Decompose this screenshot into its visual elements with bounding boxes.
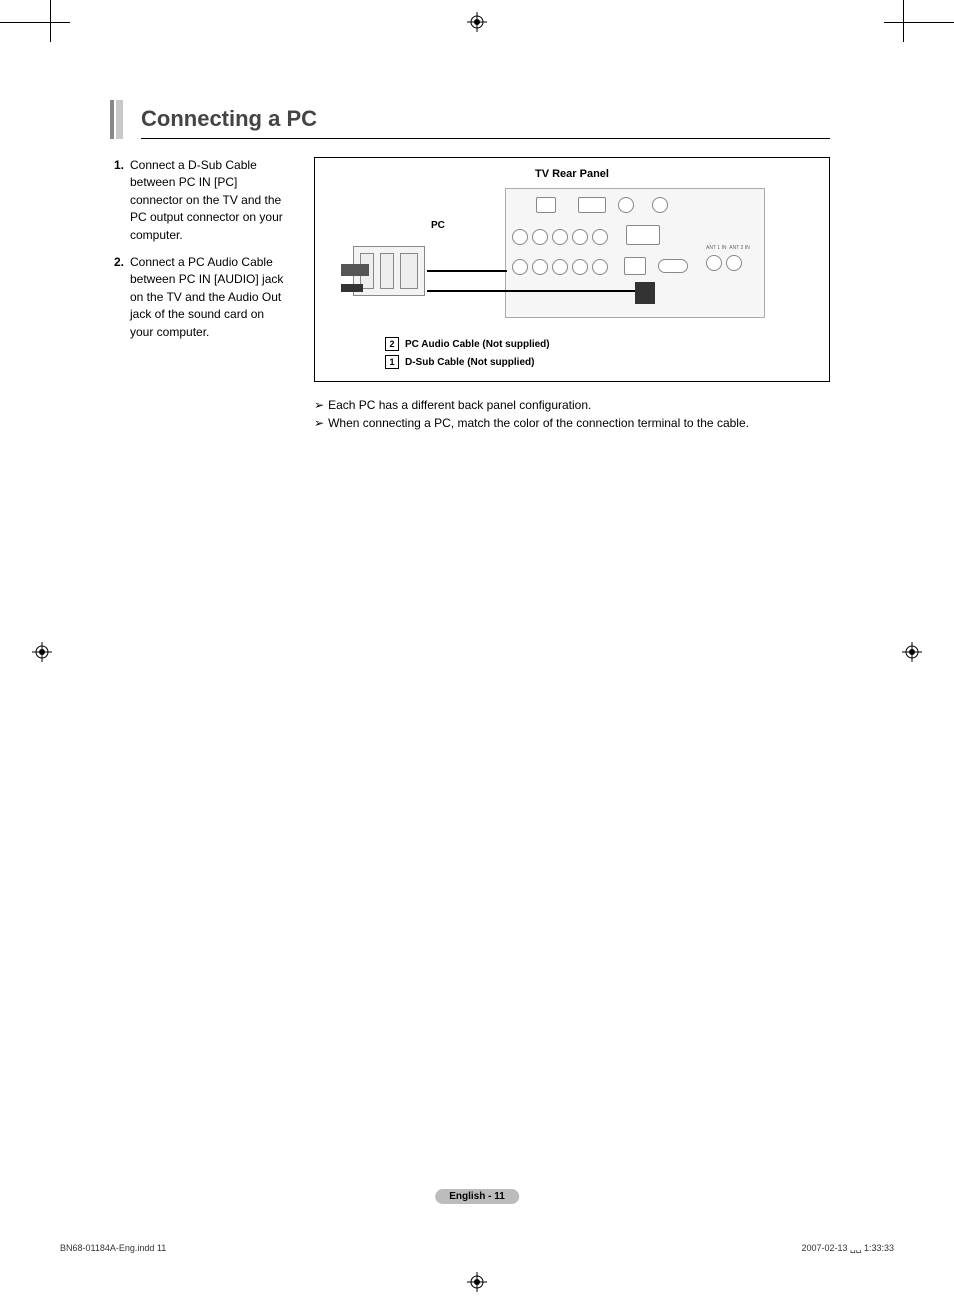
heading-accent-bar	[110, 100, 114, 139]
registration-mark-icon	[467, 12, 487, 32]
component-port-icon	[532, 259, 548, 275]
hdmi-port-icon	[626, 225, 660, 245]
port-row	[512, 229, 608, 245]
cable-legend-row: 2 PC Audio Cable (Not supplied)	[385, 337, 550, 351]
registration-mark-icon	[467, 1272, 487, 1292]
port-row	[618, 197, 634, 213]
component-port-icon	[592, 259, 608, 275]
component-port-icon	[572, 259, 588, 275]
port-row	[652, 197, 668, 213]
av-port-icon	[532, 229, 548, 245]
section-heading: Connecting a PC	[110, 100, 830, 139]
component-port-icon	[552, 259, 568, 275]
vga-connector-icon	[341, 264, 369, 276]
pc-port-group	[400, 253, 418, 289]
cable-legend-row: 1 D-Sub Cable (Not supplied)	[385, 355, 550, 369]
print-footer: BN68-01184A-Eng.indd 11 2007-02-13 ␣␣ 1:…	[60, 1243, 894, 1254]
crop-mark	[50, 0, 51, 42]
heading-title: Connecting a PC	[141, 100, 830, 139]
connection-diagram: TV Rear Panel PC	[314, 157, 830, 382]
note-arrow-icon: ➢	[314, 414, 324, 432]
cable-label: PC Audio Cable (Not supplied)	[405, 339, 550, 350]
step-text: Connect a D-Sub Cable between PC IN [PC]…	[130, 157, 290, 244]
port-label: ANT 1 IN ANT 2 IN	[706, 245, 750, 251]
vga-connector-icon	[635, 282, 655, 304]
page-content: Connecting a PC 1. Connect a D-Sub Cable…	[110, 100, 830, 432]
note-text: Each PC has a different back panel confi…	[328, 396, 591, 414]
port-row	[624, 257, 646, 275]
diagram-title: TV Rear Panel	[315, 168, 829, 180]
ant-port-icon	[706, 255, 722, 271]
cable-legend: 2 PC Audio Cable (Not supplied) 1 D-Sub …	[385, 333, 550, 369]
registration-mark-icon	[902, 642, 922, 662]
cable-line	[427, 270, 507, 272]
ant-port-icon	[726, 255, 742, 271]
port-row	[578, 197, 606, 213]
component-port-icon	[512, 259, 528, 275]
port-row	[706, 255, 742, 271]
footer-filename: BN68-01184A-Eng.indd 11	[60, 1243, 166, 1254]
steps-column: 1. Connect a D-Sub Cable between PC IN […	[110, 157, 290, 432]
step-item: 2. Connect a PC Audio Cable between PC I…	[110, 254, 290, 341]
note-arrow-icon: ➢	[314, 396, 324, 414]
av-port-icon	[552, 229, 568, 245]
step-number: 1.	[110, 157, 130, 244]
cable-number-badge: 2	[385, 337, 399, 351]
cable-line	[427, 290, 637, 292]
headphone-port-icon	[652, 197, 668, 213]
step-item: 1. Connect a D-Sub Cable between PC IN […	[110, 157, 290, 244]
registration-mark-icon	[32, 642, 52, 662]
av-port-icon	[512, 229, 528, 245]
step-text: Connect a PC Audio Cable between PC IN […	[130, 254, 290, 341]
note-text: When connecting a PC, match the color of…	[328, 414, 749, 432]
port-row	[512, 259, 608, 275]
service-port-icon	[578, 197, 606, 213]
crop-mark	[0, 22, 70, 23]
pc-audio-port-icon	[658, 259, 688, 273]
digital-audio-port-icon	[536, 197, 556, 213]
diagram-column: TV Rear Panel PC	[314, 157, 830, 432]
pc-port-group	[380, 253, 394, 289]
note-item: ➢ Each PC has a different back panel con…	[314, 396, 830, 414]
audio-connector-icon	[341, 284, 363, 292]
page-number-badge: English - 11	[435, 1189, 519, 1204]
crop-mark	[884, 22, 954, 23]
port-row	[658, 259, 688, 273]
cable-label: D-Sub Cable (Not supplied)	[405, 357, 534, 368]
content-row: 1. Connect a D-Sub Cable between PC IN […	[110, 157, 830, 432]
crop-mark	[903, 0, 904, 42]
av-port-icon	[592, 229, 608, 245]
note-item: ➢ When connecting a PC, match the color …	[314, 414, 830, 432]
pc-label: PC	[431, 220, 445, 231]
footer-timestamp: 2007-02-13 ␣␣ 1:33:33	[802, 1243, 895, 1254]
notes-block: ➢ Each PC has a different back panel con…	[314, 396, 830, 432]
pc-in-port-icon	[624, 257, 646, 275]
ex-link-port-icon	[618, 197, 634, 213]
av-port-icon	[572, 229, 588, 245]
cable-number-badge: 1	[385, 355, 399, 369]
step-number: 2.	[110, 254, 130, 341]
port-row	[626, 225, 660, 245]
port-row	[536, 197, 556, 213]
heading-accent-bar	[116, 100, 123, 139]
